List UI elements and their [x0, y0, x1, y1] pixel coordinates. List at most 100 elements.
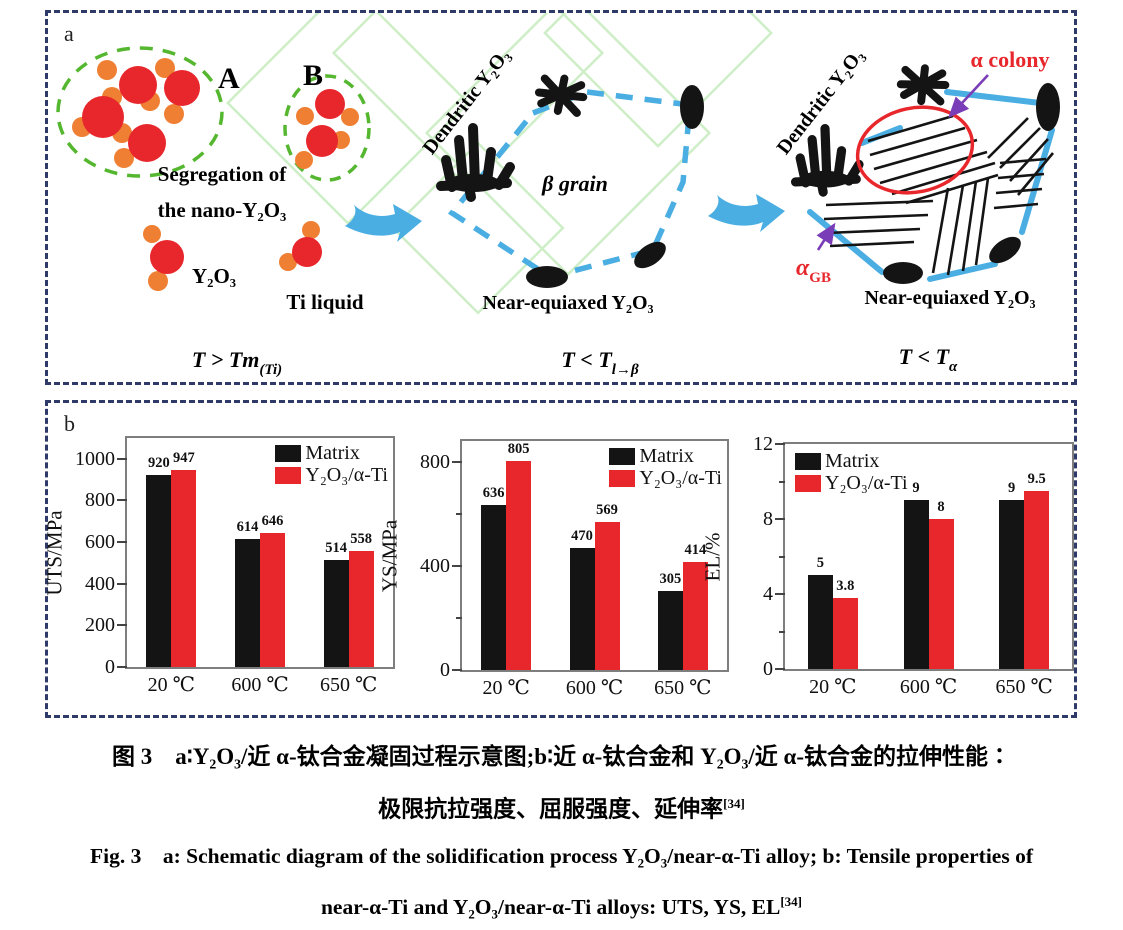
bar-value-label: 636: [482, 484, 505, 501]
bar-matrix: [481, 504, 507, 670]
dendritic-y2o3-label: Dendritic Y₂O₃: [773, 45, 869, 159]
bar-value-label: 470: [571, 527, 593, 544]
x-tick-label: 650 ℃: [654, 677, 712, 699]
legend-swatch: [275, 467, 302, 484]
bar-value-label: 9: [912, 480, 920, 497]
legend-swatch: [609, 470, 636, 487]
bar-value-label: 9: [1008, 480, 1016, 497]
legend-swatch: [609, 448, 636, 465]
bar-value-label: 614: [236, 519, 259, 536]
caption-en-line1: Fig. 3 a: Schematic diagram of the solid…: [90, 843, 1033, 868]
stage1-temperature-label: T > Tm(Ti): [192, 347, 282, 378]
segregation-label-line1: Segregation of: [158, 162, 288, 186]
legend-label: Matrix: [825, 450, 880, 472]
bar-value-label: 947: [172, 449, 195, 466]
y-tick-label: 400: [420, 554, 450, 577]
y-axis-minor-tick: [456, 512, 462, 515]
caption-en-line2: near-α-Ti and Y₂O₃/near-α-Ti alloys: UTS…: [320, 893, 803, 919]
caption-zh-line1: 图 3 a∶Y₂O₃/近 α-钛合金凝固过程示意图;b∶近 α-钛合金和 Y₂O…: [111, 744, 1012, 769]
reference-superscript: [34]: [723, 796, 745, 811]
y-axis-tick: [775, 443, 785, 445]
y-tick-label: 0: [763, 658, 773, 680]
bar-matrix: [235, 539, 260, 667]
y-axis-minor-tick: [779, 480, 785, 483]
y-axis-tick: [452, 460, 462, 463]
dendritic-y2o3-label: Dendritic Y₂O₃: [419, 45, 515, 159]
alpha-colony-label: α colony: [971, 47, 1050, 72]
legend-swatch: [275, 445, 302, 462]
nano-y2o3-cluster-a: [72, 58, 200, 168]
y-axis-tick: [775, 668, 785, 670]
y-tick-label: 0: [105, 656, 115, 678]
bar-value-label: 646: [261, 512, 284, 529]
alpha-colony-ellipse: [855, 105, 975, 195]
bar-composite: [171, 469, 197, 667]
free-y2o3-particle-left: [143, 225, 184, 291]
near-equiaxed-label: Near-equiaxed Y₂O₃: [482, 292, 653, 314]
y-axis-tick: [117, 666, 127, 668]
legend-label: Matrix: [639, 445, 694, 467]
el-plot-area: EL/% 0 4 8 12 20 ℃ 5 3.8 600 ℃ 9 8 650 ℃ 9 9.5 Matrix Y…: [701, 433, 1074, 698]
legend-label: Matrix: [305, 442, 360, 464]
y-tick-label: 800: [85, 489, 115, 512]
bar-value-label: 569: [596, 501, 618, 518]
nano-y2o3-cluster-b: [295, 89, 359, 169]
bar-value-label: 9.5: [1027, 470, 1046, 487]
y-tick-label: 4: [763, 583, 773, 606]
free-y2o3-particle-right: [279, 221, 322, 271]
legend-entry: Y₂O₃/α-Ti: [609, 468, 722, 489]
bar-matrix: [657, 590, 683, 670]
x-tick-label: 600 ℃: [565, 677, 624, 699]
ys-plot-area: YS/MPa 0 400 800 20 ℃ 636 805 600 ℃ 470 569 650 ℃ 3…: [378, 439, 729, 699]
caption-zh-line2: 极限抗拉强度、屈服强度、延伸率[34]: [378, 796, 745, 822]
legend-entry: Y₂O₃/α-Ti: [795, 473, 908, 494]
bar-composite: [594, 521, 620, 670]
segregation-ellipse-b: [283, 74, 371, 182]
x-tick-label: 650 ℃: [995, 676, 1053, 698]
cluster-b-label: B: [303, 59, 323, 92]
bar-value-label: 920: [147, 455, 170, 472]
legend-entry: Y₂O₃/α-Ti: [275, 465, 388, 486]
background-dendrite-outlines: [226, 0, 773, 315]
y-axis-tick: [452, 669, 462, 671]
legend-entry: Matrix: [609, 446, 722, 467]
x-tick-label: 20 ℃: [809, 676, 857, 698]
stage3-alpha-colonies: Dendritic Y₂O₃ α colony αGB Near-equiaxe…: [773, 45, 1060, 375]
y-axis-tick: [775, 593, 785, 596]
y-tick-label: 600: [85, 531, 115, 554]
y-axis-tick: [117, 499, 127, 502]
x-tick-label: 20 ℃: [482, 677, 530, 699]
panel-b-label: b: [64, 411, 75, 436]
near-equiaxed-y2o3-particles: [883, 83, 1060, 284]
x-tick-label: 600 ℃: [899, 676, 958, 698]
segregation-label-line2: the nano-Y₂O₃: [158, 198, 287, 222]
y-axis-minor-tick: [456, 616, 462, 619]
panel-a-label: a: [64, 21, 74, 46]
y-axis-label: EL/%: [700, 532, 725, 581]
y-axis-tick: [117, 624, 127, 627]
legend-label: Y₂O₃/α-Ti: [305, 464, 388, 486]
ti-liquid-label: Ti liquid: [286, 290, 364, 314]
y-axis-tick: [775, 518, 785, 521]
bar-matrix: [903, 500, 929, 669]
bar-matrix: [146, 475, 172, 667]
y-axis-tick: [117, 541, 127, 544]
chart-legend: Matrix Y₂O₃/α-Ti: [609, 446, 722, 489]
chart-legend: Matrix Y₂O₃/α-Ti: [795, 451, 908, 494]
stage2-beta-grain: Dendritic Y₂O₃ β grain Near-equiaxed Y₂O…: [419, 45, 704, 378]
alpha-gb-arrow: [816, 222, 836, 251]
bar-composite: [1024, 490, 1050, 669]
bar-composite: [832, 597, 858, 669]
bar-value-label: 805: [507, 440, 530, 457]
bar-value-label: 514: [325, 540, 348, 556]
y-tick-label: 800: [420, 450, 450, 473]
bar-value-label: 5: [816, 555, 824, 572]
uts-plot-area: UTS/MPa 0 200 400 600 800 1000 20 ℃ 920 947 600 ℃ 6…: [43, 436, 395, 696]
legend-label: Y₂O₃/α-Ti: [825, 472, 908, 494]
x-tick-label: 650 ℃: [319, 674, 378, 696]
alpha-colony-arrow: [948, 74, 989, 118]
y-tick-label: 0: [440, 659, 450, 681]
y-axis-tick: [452, 564, 462, 567]
beta-grain-boundary-dashed: [447, 89, 693, 280]
bar-matrix: [569, 547, 595, 670]
